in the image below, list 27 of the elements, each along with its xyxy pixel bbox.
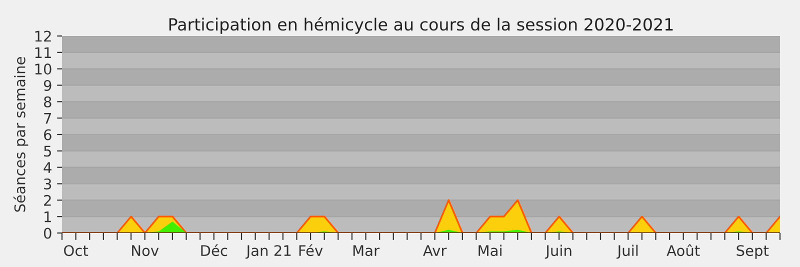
y-tick-label: 9 xyxy=(44,80,52,91)
y-tick-label: 7 xyxy=(44,112,52,124)
y-tick-label: 4 xyxy=(44,162,52,173)
x-tick-label: Juil xyxy=(616,244,638,259)
x-tick-label: Nov xyxy=(132,245,159,256)
x-tick-label: Jan 21 xyxy=(246,245,291,259)
x-tick-label: Déc xyxy=(201,244,228,256)
y-tick-label: 6 xyxy=(44,129,52,140)
x-tick-label: Oct xyxy=(64,245,88,256)
x-tick-label: Juin xyxy=(544,244,572,259)
x-tick-label: Août xyxy=(666,244,700,256)
x-tick-label: Fév xyxy=(299,244,323,256)
y-tick-label: 1 xyxy=(44,211,51,222)
chart-title: Participation en hémicycle au cours de la session 2020-2021 xyxy=(169,17,673,34)
y-tick-label: 8 xyxy=(44,96,52,108)
y-tick-label: 11 xyxy=(35,47,51,58)
y-tick-label: 3 xyxy=(44,178,52,190)
y-tick-label: 0 xyxy=(44,228,52,239)
y-tick-label: 10 xyxy=(35,64,52,75)
x-tick-label: Avr xyxy=(423,245,447,256)
y-tick-label: 12 xyxy=(35,30,51,42)
x-tick-label: Mar xyxy=(353,245,380,256)
y-tick-label: 5 xyxy=(44,146,52,157)
y-tick-label: 2 xyxy=(44,194,51,206)
y-axis-title: Séances par semaine xyxy=(13,57,28,212)
x-tick-label: Mai xyxy=(478,244,502,256)
x-tick-label: Sept xyxy=(736,245,769,259)
